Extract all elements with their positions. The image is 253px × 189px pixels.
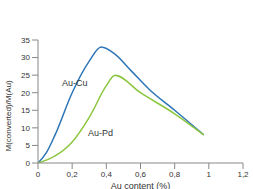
svg-text:0: 0 (36, 170, 41, 179)
svg-text:30: 30 (21, 53, 30, 62)
svg-text:25: 25 (21, 71, 30, 80)
svg-text:M(converted)/M(Au): M(converted)/M(Au) (8, 80, 13, 151)
html-text:Au-Pd: Au-Pd (88, 128, 113, 138)
svg-text:10: 10 (21, 124, 30, 133)
svg-text:0,2: 0,2 (67, 170, 79, 179)
svg-text:1: 1 (207, 170, 212, 179)
svg-text:5: 5 (26, 141, 31, 150)
svg-text:0,6: 0,6 (135, 170, 147, 179)
svg-text:1,2: 1,2 (237, 170, 245, 179)
svg-text:0,4: 0,4 (101, 170, 113, 179)
svg-text:0,8: 0,8 (169, 170, 181, 179)
html-text:Au-Cu: Au-Cu (62, 78, 88, 88)
svg-text:20: 20 (21, 89, 30, 98)
svg-text:Au content (%): Au content (%) (111, 181, 171, 189)
svg-text:0: 0 (26, 159, 31, 168)
svg-text:35: 35 (21, 36, 30, 45)
svg-text:15: 15 (21, 106, 30, 115)
